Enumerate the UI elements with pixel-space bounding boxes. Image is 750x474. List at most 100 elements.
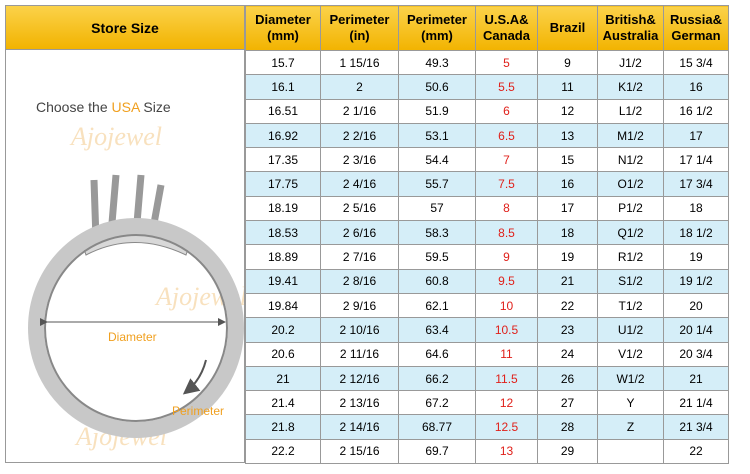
size-cell: 27 [537, 390, 598, 416]
column-header: U.S.A& Canada [475, 5, 538, 51]
size-cell: 19 [537, 244, 598, 270]
size-cell: 12.5 [475, 414, 538, 440]
header-line: Brazil [549, 20, 586, 35]
size-cell: 16.1 [245, 74, 321, 100]
perimeter-arrow [182, 359, 207, 395]
size-cell: 2 12/16 [320, 365, 399, 392]
size-cell: 66.2 [398, 365, 476, 392]
size-cell: Q1/2 [597, 220, 664, 246]
size-cell: 11 [475, 341, 538, 367]
size-cell: 20.6 [245, 341, 321, 367]
intro-text: Choose the USA Size [36, 99, 171, 115]
size-cell: 1 15/16 [320, 49, 399, 76]
size-cell: 16 [537, 171, 598, 197]
size-cell: 21.8 [245, 414, 321, 440]
size-cell: 2 [320, 74, 399, 100]
size-cell: 17 [663, 122, 729, 149]
size-cell: J1/2 [597, 49, 664, 76]
size-cell: 5 [475, 49, 538, 76]
size-cell: 21 1/4 [663, 390, 729, 416]
size-cell: 15 [537, 147, 598, 173]
intro-highlight: USA [112, 99, 141, 115]
size-cell: 9 [475, 244, 538, 270]
size-row: 20.2 2 10/16 63.4 10.5 23 U1/2 20 1/4 [245, 317, 729, 343]
size-cell: 20.2 [245, 317, 321, 343]
column-header: Perimeter (mm) [398, 5, 476, 51]
size-cell: 15.7 [245, 49, 321, 76]
size-cell: 20 [663, 292, 729, 319]
size-cell: W1/2 [597, 365, 664, 392]
size-cell: 17.75 [245, 171, 321, 197]
size-cell: 19.41 [245, 268, 321, 294]
size-cell: 18 [537, 220, 598, 246]
size-cell: 16.92 [245, 122, 321, 149]
size-cell: 11.5 [475, 365, 538, 392]
diameter-label: Diameter [108, 330, 157, 344]
size-row: 17.35 2 3/16 54.4 7 15 N1/2 17 1/4 [245, 147, 729, 173]
size-cell: 19.84 [245, 292, 321, 319]
column-header: Russia& German [663, 5, 729, 51]
header-line: Perimeter [407, 12, 467, 27]
size-cell: 18.53 [245, 220, 321, 246]
size-cell: 2 8/16 [320, 268, 399, 294]
size-cell: 2 7/16 [320, 244, 399, 270]
size-cell: 18.19 [245, 195, 321, 222]
column-header: Perimeter (in) [320, 5, 399, 51]
size-cell: 9 [537, 49, 598, 76]
size-cell: 12 [537, 98, 598, 124]
size-cell: 13 [475, 438, 538, 465]
size-row: 21 2 12/16 66.2 11.5 26 W1/2 21 [245, 365, 729, 392]
size-row: 15.7 1 15/16 49.3 5 9 J1/2 15 3/4 [245, 49, 729, 76]
size-cell: Z [597, 414, 664, 440]
size-cell: 7.5 [475, 171, 538, 197]
size-cell: 21 3/4 [663, 414, 729, 440]
size-cell: L1/2 [597, 98, 664, 124]
size-cell: 17 3/4 [663, 171, 729, 197]
size-row: 18.89 2 7/16 59.5 9 19 R1/2 19 [245, 244, 729, 270]
size-cell: 5.5 [475, 74, 538, 100]
size-cell: 69.7 [398, 438, 476, 465]
size-cell: 58.3 [398, 220, 476, 246]
size-cell: O1/2 [597, 171, 664, 197]
size-cell: 18 1/2 [663, 220, 729, 246]
size-cell: 21.4 [245, 390, 321, 416]
size-cell: 15 3/4 [663, 49, 729, 76]
size-row: 16.92 2 2/16 53.1 6.5 13 M1/2 17 [245, 122, 729, 149]
size-row: 21.4 2 13/16 67.2 12 27 Y 21 1/4 [245, 390, 729, 416]
size-cell: 10 [475, 292, 538, 319]
size-cell: 60.8 [398, 268, 476, 294]
size-cell: 13 [537, 122, 598, 149]
size-cell: 19 [663, 244, 729, 270]
size-cell: R1/2 [597, 244, 664, 270]
intro-after: Size [143, 99, 170, 115]
size-cell: 2 2/16 [320, 122, 399, 149]
size-cell: 26 [537, 365, 598, 392]
size-cell: 57 [398, 195, 476, 222]
size-cell: 21 [245, 365, 321, 392]
size-cell: 20 1/4 [663, 317, 729, 343]
size-cell: 21 [537, 268, 598, 294]
size-cell: 2 11/16 [320, 341, 399, 367]
size-cell: 55.7 [398, 171, 476, 197]
size-cell: 17 [537, 195, 598, 222]
size-cell [597, 438, 664, 465]
size-cell: 17.35 [245, 147, 321, 173]
header-line: Diameter [255, 12, 311, 27]
size-cell: 59.5 [398, 244, 476, 270]
size-cell: T1/2 [597, 292, 664, 319]
size-cell: P1/2 [597, 195, 664, 222]
size-cell: 20 3/4 [663, 341, 729, 367]
store-size-header: Store Size [5, 5, 245, 50]
column-header: British& Australia [597, 5, 664, 51]
header-line: U.S.A& [484, 12, 529, 27]
header-line: (in) [349, 28, 370, 43]
size-cell: 12 [475, 390, 538, 416]
size-cell: 23 [537, 317, 598, 343]
watermark: Ajojewel [69, 122, 162, 151]
header-line: Australia [602, 28, 659, 43]
size-cell: 54.4 [398, 147, 476, 173]
size-row: 18.53 2 6/16 58.3 8.5 18 Q1/2 18 1/2 [245, 220, 729, 246]
size-row: 16.51 2 1/16 51.9 6 12 L1/2 16 1/2 [245, 98, 729, 124]
column-header: Diameter (mm) [245, 5, 321, 51]
